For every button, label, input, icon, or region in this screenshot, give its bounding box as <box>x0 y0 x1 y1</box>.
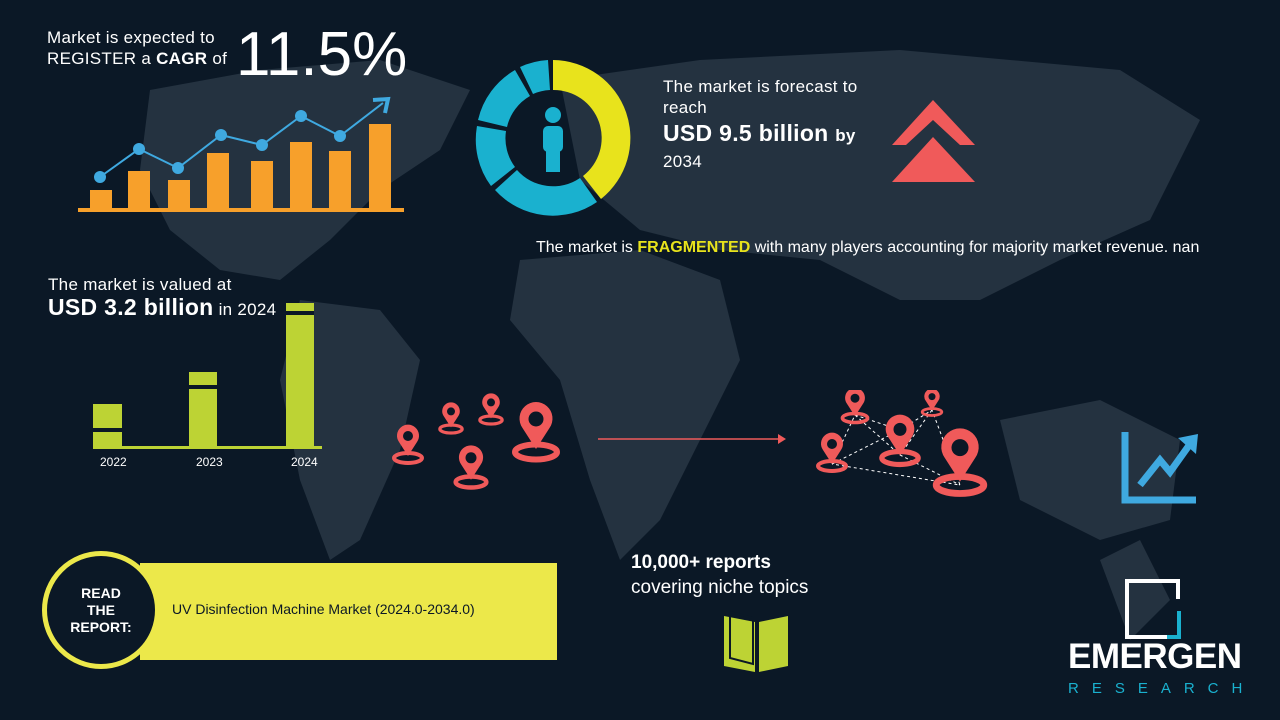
forecast-block: The market is forecast to reach USD 9.5 … <box>663 76 858 172</box>
fragmented-post: with many players accounting for majorit… <box>750 239 1200 256</box>
cagr-post: of <box>207 49 228 68</box>
forecast-by: by <box>835 126 856 145</box>
logo-mark-icon <box>1125 579 1181 639</box>
trend-bar <box>168 180 190 210</box>
trend-bar <box>329 151 351 210</box>
bar-2024 <box>286 303 314 448</box>
chevron-up-icon <box>892 100 975 182</box>
valued-value: USD 3.2 billion <box>48 294 214 320</box>
trend-bar <box>369 124 391 210</box>
cagr-bold: CAGR <box>156 49 208 68</box>
fragmented-pre: The market is <box>536 239 638 256</box>
logo-name: EMERGEN <box>1068 637 1242 676</box>
trend-bar <box>128 171 150 210</box>
the-label: THE <box>87 601 115 618</box>
read-label: READ <box>81 584 121 601</box>
valued-block: The market is valued at USD 3.2 billion … <box>48 274 276 320</box>
forecast-line2: reach <box>663 98 708 117</box>
reports-line1: 10,000+ reports <box>631 552 771 573</box>
cagr-line1: Market is expected to <box>47 28 215 47</box>
trend-bar <box>207 153 229 210</box>
emergen-logo: EMERGEN RESEARCH <box>1068 578 1243 697</box>
forecast-line1: The market is forecast to <box>663 77 858 96</box>
year-2024: 2024 <box>291 455 318 469</box>
year-2022: 2022 <box>100 455 127 469</box>
trend-chart-icon <box>78 96 404 212</box>
cagr-label: Market is expected to REGISTER a CAGR of <box>47 27 227 69</box>
forecast-value: USD 9.5 billion <box>663 120 829 146</box>
bar-2023 <box>189 372 217 448</box>
growth-arrow-icon <box>1121 432 1198 504</box>
read-report-circle[interactable]: READ THE REPORT: <box>42 551 160 669</box>
location-pin-icon <box>392 390 1020 510</box>
logo-sub: RESEARCH <box>1068 680 1256 697</box>
report-title[interactable]: UV Disinfection Machine Market (2024.0-2… <box>172 601 475 617</box>
bar-2022 <box>93 404 122 448</box>
valued-suffix: in 2024 <box>218 300 277 319</box>
year-2023: 2023 <box>196 455 223 469</box>
report-label: REPORT: <box>70 618 132 635</box>
trend-bar <box>251 161 273 210</box>
valued-line1: The market is valued at <box>48 275 232 294</box>
size-bar-chart <box>93 303 322 449</box>
fragmented-highlight: FRAGMENTED <box>637 239 751 256</box>
trend-bar <box>290 142 312 210</box>
cagr-value: 11.5% <box>236 20 408 89</box>
reports-block: 10,000+ reports covering niche topics <box>631 550 808 600</box>
trend-bar <box>90 190 112 210</box>
forecast-year: 2034 <box>663 152 703 171</box>
reports-line2: covering niche topics <box>631 577 809 598</box>
fragmented-text: The market is FRAGMENTED with many playe… <box>536 237 1216 258</box>
cagr-line2: REGISTER a CAGR of <box>47 48 227 69</box>
open-book-icon <box>724 610 788 672</box>
cagr-pre: REGISTER a <box>47 49 157 68</box>
read-report-banner[interactable]: UV Disinfection Machine Market (2024.0-2… <box>140 563 557 660</box>
donut-person-icon <box>475 60 631 216</box>
